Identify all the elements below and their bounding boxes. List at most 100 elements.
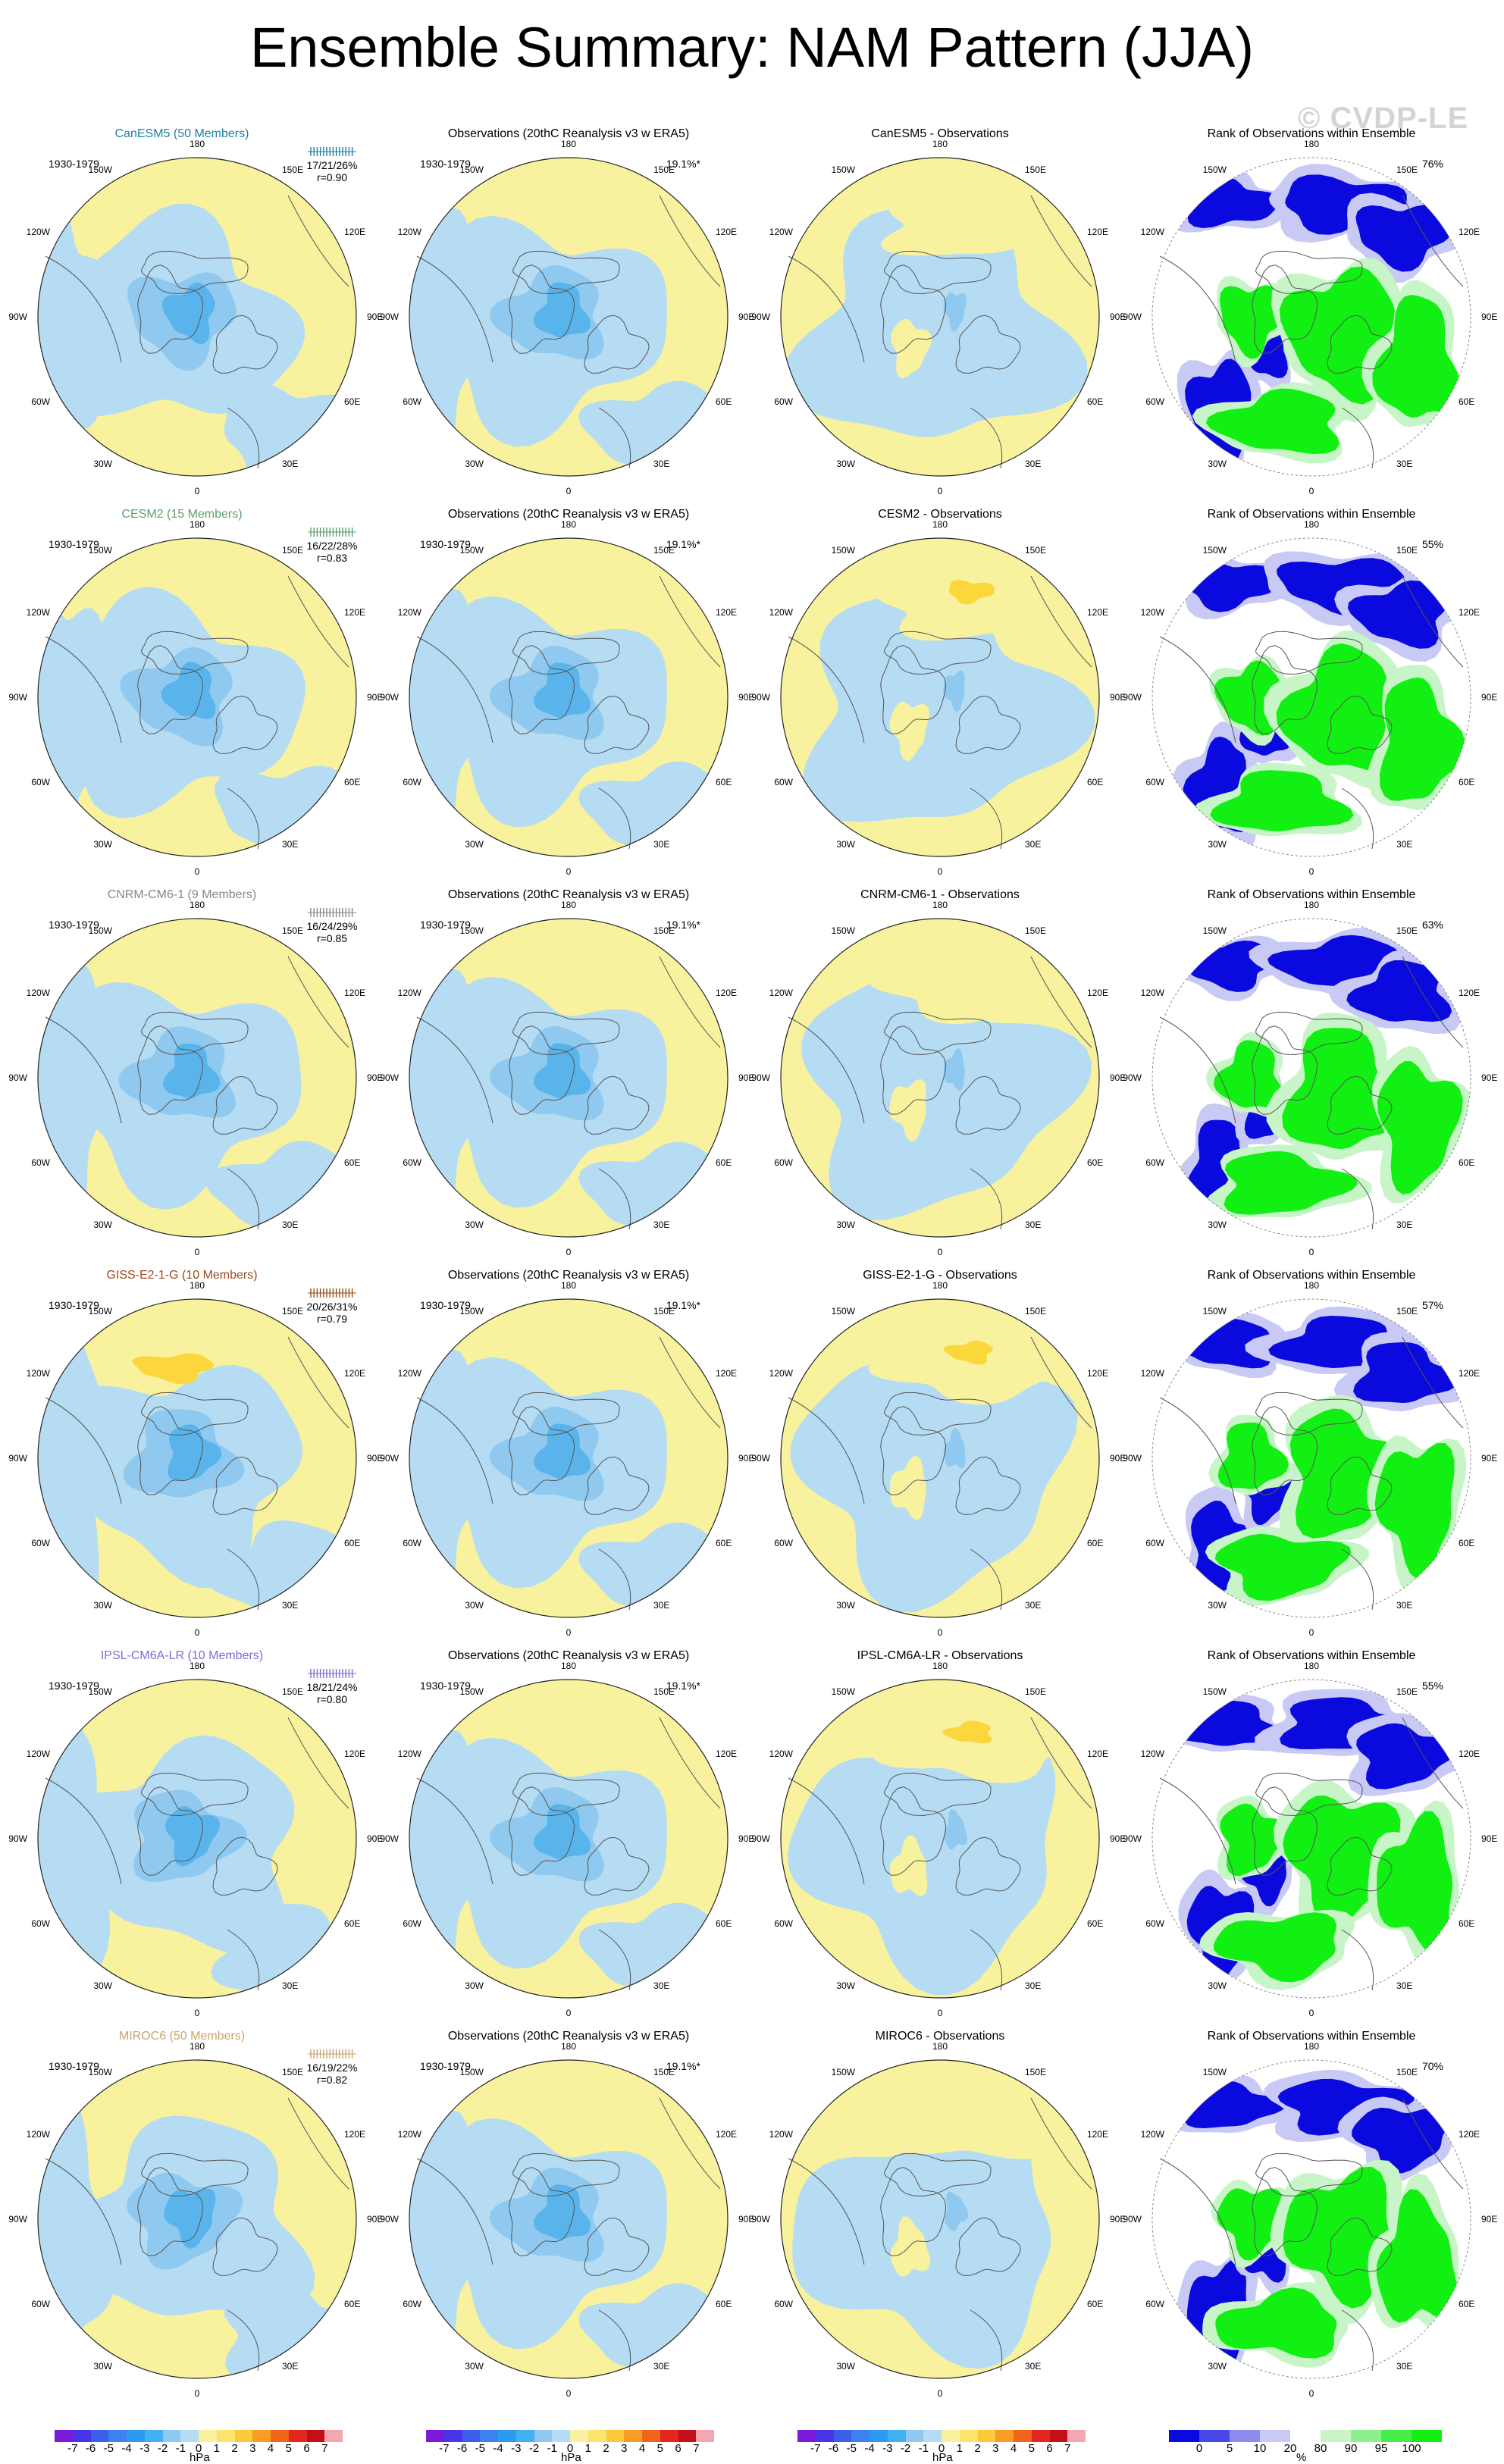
- ensemble-stats: 20/26/31% r=0.79: [302, 1287, 362, 1325]
- longitude-label: 90E: [1110, 692, 1126, 703]
- model-title: GISS-E2-1-G (10 Members): [106, 1269, 258, 1282]
- colorbar-cell: [199, 2430, 217, 2442]
- map-field: [781, 2060, 1099, 2378]
- map-field: [38, 1680, 356, 1998]
- longitude-label: 0: [195, 486, 200, 496]
- coastlines: [1159, 575, 1464, 850]
- longitude-label: 60W: [774, 1157, 793, 1168]
- longitude-label: 150W: [89, 1306, 113, 1317]
- longitude-label: 150W: [1203, 545, 1227, 556]
- colorbar-tick-label: 0: [195, 2442, 202, 2455]
- colorbar-tick-label: -4: [493, 2442, 503, 2455]
- longitude-label: 150W: [1203, 164, 1227, 175]
- longitude-label: 120W: [398, 1368, 422, 1379]
- coastlines: [45, 1336, 349, 1611]
- hpa-colorbar: -7 -6 -5 -4 -3 -2 -1 0 1 2 3 4 5 6 7 hPa: [426, 2430, 744, 2464]
- period-label: 1930-1979: [49, 158, 99, 170]
- longitude-label: 180: [561, 1661, 576, 1671]
- map-field: [38, 1299, 356, 1617]
- longitude-label: 60E: [716, 777, 732, 787]
- colorbar-tick-label: -2: [900, 2442, 911, 2455]
- longitude-label: 150E: [282, 545, 303, 556]
- period-label: 1930-1979: [420, 919, 471, 931]
- longitude-label: 60W: [31, 2299, 50, 2309]
- colorbar-tick-label: -3: [511, 2442, 522, 2455]
- map-field: [409, 919, 728, 1237]
- longitude-label: 150E: [653, 925, 675, 936]
- longitude-label: 120E: [344, 988, 365, 998]
- longitude-label: 60E: [1087, 1918, 1103, 1929]
- variance-explained: 19.1%*: [666, 1680, 700, 1692]
- longitude-label: 60W: [403, 1538, 421, 1548]
- rank-map: 180 150E 120E 90E 60E 30E 0 30W 60W 90W 120W 150W: [1123, 139, 1497, 496]
- longitude-label: 150E: [282, 1686, 303, 1697]
- longitude-label: 30W: [465, 1980, 484, 1991]
- longitude-label: 30W: [836, 459, 855, 469]
- longitude-label: 180: [1304, 1661, 1319, 1671]
- colorbar-tick-label: -7: [67, 2442, 78, 2455]
- period-label: 1930-1979: [49, 1680, 99, 1692]
- longitude-label: 90E: [367, 1072, 383, 1083]
- longitude-label: 180: [561, 139, 576, 149]
- colorbar-tick-label: 2: [603, 2442, 609, 2455]
- longitude-label: 60E: [716, 396, 732, 407]
- longitude-label: 30E: [653, 459, 669, 469]
- longitude-label: 90W: [380, 312, 399, 322]
- colorbar-cell: [498, 2430, 516, 2442]
- longitude-label: 60W: [774, 396, 793, 407]
- longitude-label: 90E: [1481, 312, 1497, 322]
- colorbar-cell: [678, 2430, 697, 2442]
- colorbar-tick-label: -5: [103, 2442, 114, 2455]
- map-field: [409, 158, 728, 476]
- colorbar-cell: [696, 2430, 714, 2442]
- coastlines: [416, 1336, 721, 1611]
- coastlines: [788, 956, 1092, 1230]
- longitude-label: 120W: [398, 988, 422, 998]
- colorbar-tick-label: -4: [121, 2442, 132, 2455]
- longitude-label: 180: [1304, 139, 1319, 149]
- observations-title: Observations (20thC Reanalysis v3 w ERA5…: [447, 1269, 690, 1282]
- longitude-label: 150W: [832, 925, 856, 936]
- colorbar-cell: [995, 2430, 1014, 2442]
- longitude-label: 150E: [1396, 164, 1418, 175]
- colorbar-tick-label: 10: [1253, 2442, 1267, 2455]
- longitude-label: 60E: [1459, 1918, 1474, 1929]
- longitude-label: 90E: [1481, 1072, 1497, 1083]
- longitude-label: 60E: [344, 2299, 360, 2309]
- coastlines: [45, 956, 349, 1230]
- ensemble-percent: 17/21/26%: [306, 159, 358, 171]
- longitude-label: 30E: [1396, 1980, 1412, 1991]
- longitude-label: 30W: [1208, 1219, 1227, 1230]
- coastlines: [416, 575, 721, 850]
- longitude-label: 30E: [1396, 1219, 1412, 1230]
- longitude-label: 0: [1309, 2008, 1314, 2018]
- longitude-label: 150E: [1025, 545, 1046, 556]
- colorbar-cell: [797, 2430, 816, 2442]
- model-map: 180 150E 120E 90E 60E 30E 0 30W 60W 90W 120W 150W: [8, 2041, 383, 2399]
- colorbar-tick-label: 0: [566, 2442, 574, 2455]
- period-label: 1930-1979: [420, 2060, 471, 2072]
- longitude-label: 30E: [282, 1980, 298, 1991]
- map-border: [1152, 1679, 1471, 1999]
- longitude-label: 150W: [1203, 2067, 1227, 2077]
- longitude-label: 120W: [27, 1749, 51, 1759]
- longitude-label: 120W: [769, 1368, 794, 1379]
- longitude-label: 60W: [1145, 1538, 1164, 1548]
- colorbar-cell: [55, 2430, 73, 2442]
- colorbar-cell: [959, 2430, 978, 2442]
- longitude-label: 180: [190, 900, 205, 910]
- colorbar-cell: [1169, 2430, 1199, 2442]
- coastlines: [416, 2097, 721, 2372]
- longitude-label: 90W: [380, 1833, 399, 1844]
- longitude-label: 90E: [738, 1833, 754, 1844]
- colorbar-cell: [923, 2430, 942, 2442]
- longitude-label: 60E: [1459, 1157, 1474, 1168]
- longitude-label: 150E: [653, 1306, 675, 1317]
- longitude-label: 30E: [1025, 2361, 1041, 2372]
- longitude-label: 150E: [282, 1306, 303, 1317]
- rank-field: [1152, 158, 1471, 476]
- map-field: [781, 538, 1099, 856]
- colorbar-cell: [288, 2430, 307, 2442]
- period-label: 1930-1979: [49, 1299, 99, 1311]
- observations-title: Observations (20thC Reanalysis v3 w ERA5…: [447, 2030, 690, 2043]
